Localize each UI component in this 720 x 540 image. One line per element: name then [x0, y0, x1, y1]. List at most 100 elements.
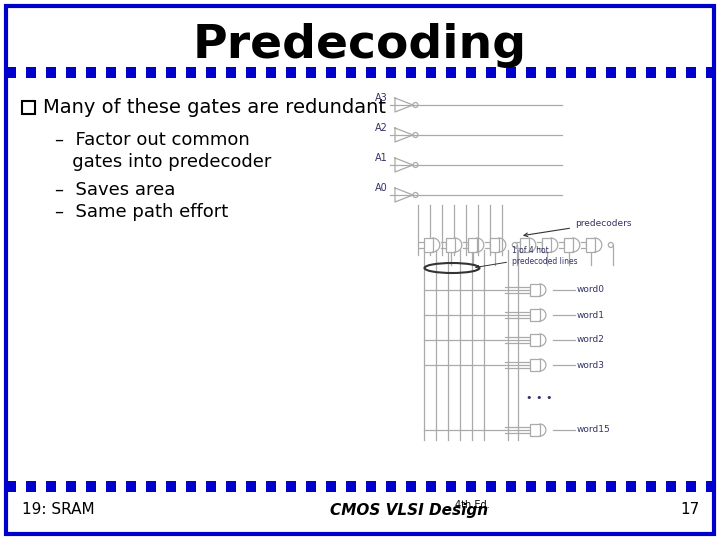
- Bar: [526, 481, 536, 492]
- Bar: [506, 67, 516, 78]
- Text: CMOS VLSI Design: CMOS VLSI Design: [330, 503, 488, 517]
- Text: 4th Ed.: 4th Ed.: [455, 500, 490, 510]
- Text: 19: SRAM: 19: SRAM: [22, 503, 94, 517]
- Bar: [416, 481, 426, 492]
- Bar: [356, 481, 366, 492]
- Bar: [490, 238, 499, 252]
- Bar: [586, 238, 595, 252]
- Bar: [616, 67, 626, 78]
- Bar: [256, 67, 266, 78]
- Bar: [276, 481, 286, 492]
- Bar: [586, 67, 596, 78]
- Bar: [226, 481, 236, 492]
- Bar: [636, 67, 646, 78]
- Bar: [116, 67, 126, 78]
- Bar: [466, 67, 476, 78]
- Bar: [296, 67, 306, 78]
- Bar: [216, 481, 226, 492]
- Bar: [530, 309, 540, 321]
- Bar: [536, 67, 546, 78]
- Bar: [46, 67, 56, 78]
- Bar: [530, 334, 540, 346]
- Bar: [566, 67, 576, 78]
- Bar: [226, 67, 236, 78]
- Bar: [346, 67, 356, 78]
- Bar: [686, 67, 696, 78]
- Bar: [386, 67, 396, 78]
- Bar: [530, 284, 540, 296]
- Text: word1: word1: [577, 310, 605, 320]
- Bar: [156, 67, 166, 78]
- Bar: [666, 67, 676, 78]
- Text: word0: word0: [577, 286, 605, 294]
- Bar: [530, 424, 540, 436]
- Bar: [406, 481, 416, 492]
- Bar: [656, 481, 666, 492]
- Bar: [46, 481, 56, 492]
- Bar: [520, 238, 528, 252]
- Text: A2: A2: [375, 123, 388, 133]
- Bar: [686, 481, 696, 492]
- Bar: [326, 481, 336, 492]
- Bar: [326, 67, 336, 78]
- Bar: [136, 481, 146, 492]
- Bar: [476, 481, 486, 492]
- Text: 1 of 4 hot
predecoded lines: 1 of 4 hot predecoded lines: [476, 246, 577, 268]
- Bar: [366, 67, 376, 78]
- Bar: [456, 67, 466, 78]
- Bar: [426, 67, 436, 78]
- Bar: [76, 481, 86, 492]
- Bar: [16, 481, 26, 492]
- Bar: [86, 481, 96, 492]
- Bar: [146, 481, 156, 492]
- Bar: [596, 67, 606, 78]
- Bar: [486, 481, 496, 492]
- Bar: [456, 481, 466, 492]
- Bar: [336, 67, 346, 78]
- Bar: [166, 67, 176, 78]
- Bar: [536, 481, 546, 492]
- Bar: [436, 481, 446, 492]
- Bar: [116, 481, 126, 492]
- Text: 17: 17: [680, 503, 700, 517]
- Bar: [306, 481, 316, 492]
- Bar: [26, 481, 36, 492]
- Bar: [626, 67, 636, 78]
- Bar: [306, 67, 316, 78]
- Bar: [366, 481, 376, 492]
- Bar: [126, 67, 136, 78]
- Bar: [546, 481, 556, 492]
- Bar: [506, 481, 516, 492]
- Text: word2: word2: [577, 335, 605, 345]
- Bar: [22, 101, 35, 114]
- Bar: [316, 67, 326, 78]
- Bar: [468, 238, 477, 252]
- Bar: [266, 481, 276, 492]
- Bar: [636, 481, 646, 492]
- Bar: [706, 67, 716, 78]
- Bar: [296, 481, 306, 492]
- Text: gates into predecoder: gates into predecoder: [55, 153, 271, 171]
- Bar: [376, 67, 386, 78]
- Bar: [426, 481, 436, 492]
- Bar: [516, 481, 526, 492]
- Bar: [276, 67, 286, 78]
- Bar: [476, 67, 486, 78]
- Bar: [106, 67, 116, 78]
- Bar: [236, 67, 246, 78]
- Bar: [376, 481, 386, 492]
- Bar: [576, 67, 586, 78]
- Bar: [396, 67, 406, 78]
- Text: –  Saves area: – Saves area: [55, 181, 176, 199]
- Bar: [246, 67, 256, 78]
- Bar: [446, 238, 455, 252]
- Bar: [556, 67, 566, 78]
- Bar: [446, 67, 456, 78]
- Bar: [286, 67, 296, 78]
- Bar: [156, 481, 166, 492]
- Bar: [66, 481, 76, 492]
- Bar: [16, 67, 26, 78]
- Bar: [26, 67, 36, 78]
- Text: word3: word3: [577, 361, 605, 369]
- Bar: [696, 481, 706, 492]
